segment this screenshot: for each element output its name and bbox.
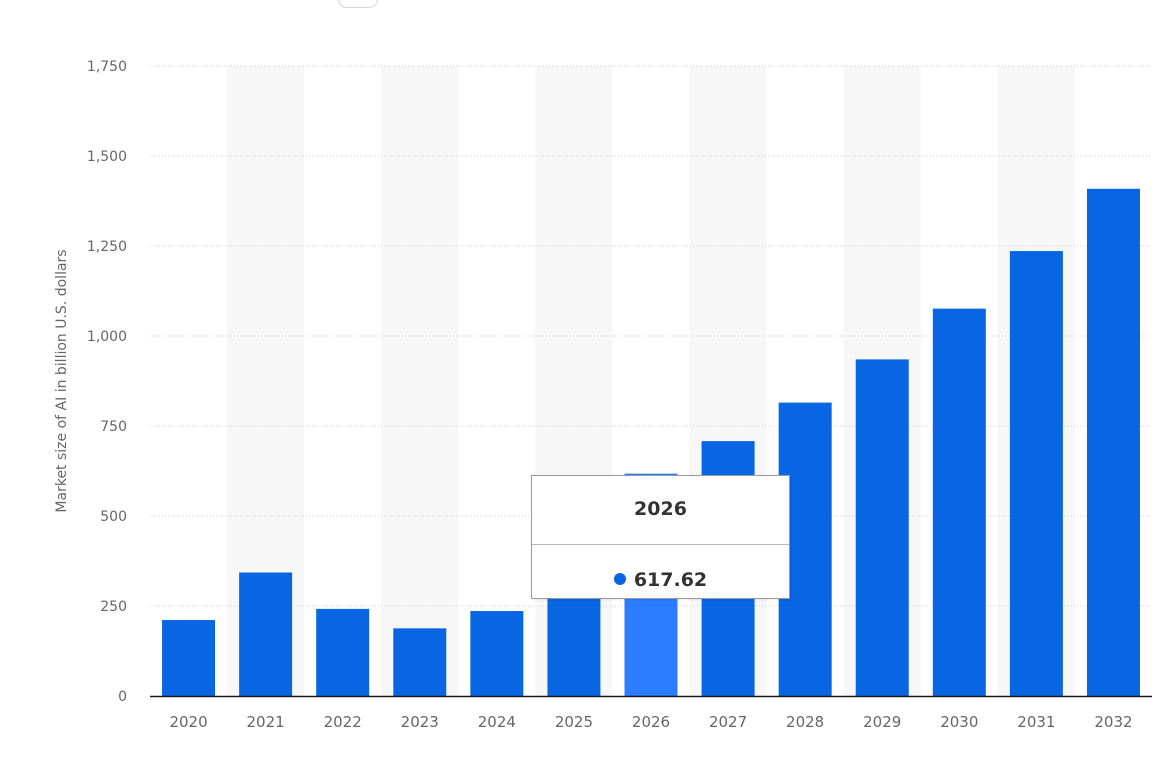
x-tick-label: 2024	[478, 713, 516, 731]
x-tick-label: 2020	[169, 713, 207, 731]
bar-2031[interactable]	[1009, 251, 1063, 697]
tooltip-divider	[532, 544, 789, 545]
y-tick-label: 1,750	[87, 59, 127, 75]
y-axis-title: Market size of AI in billion U.S. dollar…	[54, 249, 70, 512]
tooltip-title: 2026	[634, 498, 687, 520]
x-tick-label: 2026	[632, 713, 670, 731]
bar-2024[interactable]	[470, 611, 524, 696]
x-axis-ticks: 2020 2021 2022 2023 2024 2025 2026 2027 2028 2029…	[169, 713, 1132, 731]
x-tick-label: 2025	[555, 713, 593, 731]
x-tick-label: 2029	[863, 713, 901, 731]
y-tick-label: 500	[100, 509, 127, 525]
y-tick-label: 0	[118, 689, 127, 705]
y-tick-label: 1,500	[87, 149, 127, 165]
background-band	[381, 66, 459, 696]
tooltip: 2026 617.62	[531, 475, 790, 599]
y-tick-label: 1,250	[87, 239, 127, 255]
y-tick-label: 250	[100, 599, 127, 615]
bar-2021[interactable]	[239, 572, 293, 696]
bars-group	[162, 188, 1140, 697]
bar-2023[interactable]	[393, 628, 447, 696]
x-tick-label: 2028	[786, 713, 824, 731]
bar-2020[interactable]	[162, 620, 216, 696]
x-tick-label: 2032	[1094, 713, 1132, 731]
series-dot-icon	[613, 573, 626, 585]
x-tick-label: 2021	[247, 713, 285, 731]
bar-2032[interactable]	[1086, 188, 1140, 696]
tooltip-value: 617.62	[633, 569, 708, 591]
x-tick-label: 2030	[940, 713, 978, 731]
bar-2030[interactable]	[932, 308, 986, 696]
bar-2022[interactable]	[316, 608, 370, 696]
x-tick-label: 2027	[709, 713, 747, 731]
x-tick-label: 2031	[1017, 713, 1055, 731]
y-tick-label: 1,000	[87, 329, 127, 345]
y-axis-ticks: 0 250 500 750 1,000 1,250 1,500 1,750	[87, 59, 127, 705]
tooltip-value-row: 617.62	[532, 569, 789, 591]
y-tick-label: 750	[100, 419, 127, 435]
x-tick-label: 2023	[401, 713, 439, 731]
bar-2029[interactable]	[855, 359, 909, 696]
panel-toggle-tab[interactable]	[338, 0, 378, 8]
x-tick-label: 2022	[324, 713, 362, 731]
